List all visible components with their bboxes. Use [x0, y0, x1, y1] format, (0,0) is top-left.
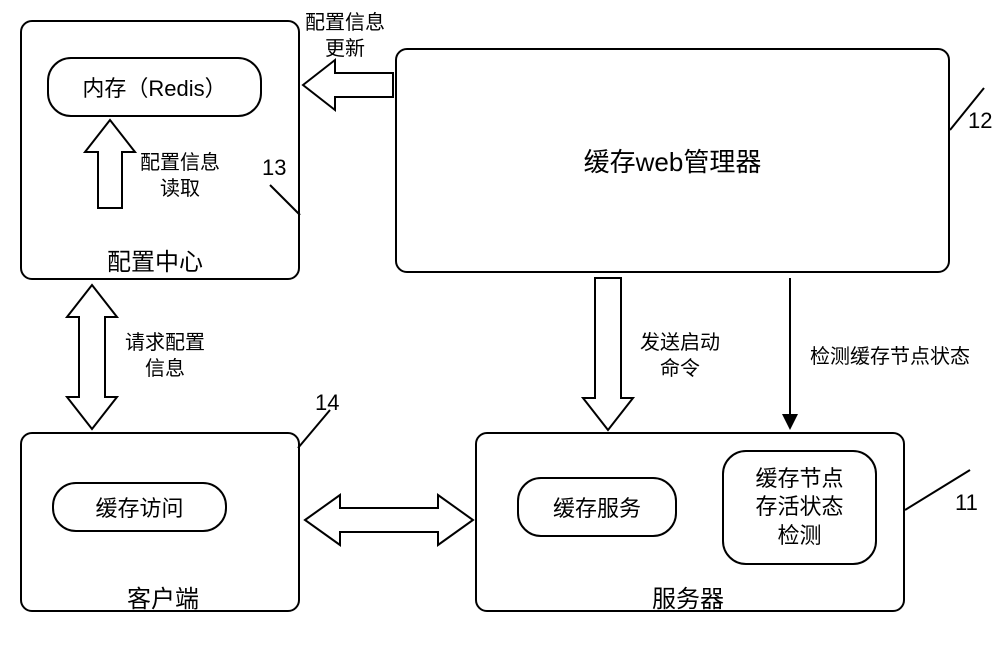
arrow-cache-access	[0, 0, 1000, 656]
